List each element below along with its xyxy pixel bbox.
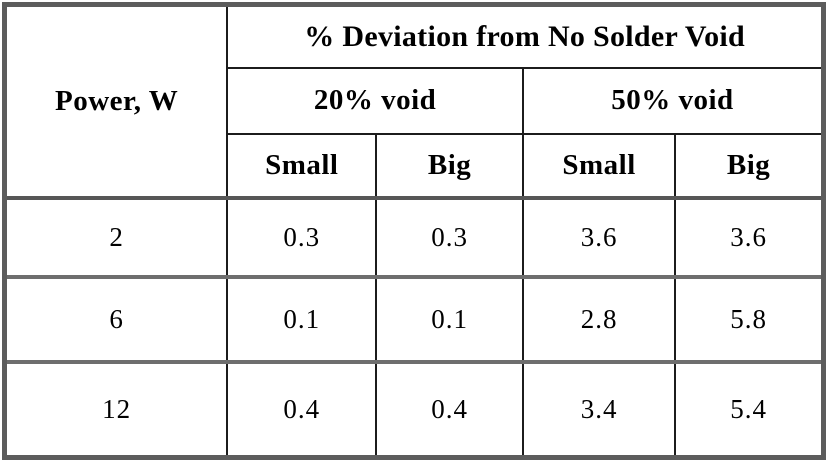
void-20-group-header: 20% void: [226, 67, 524, 135]
sub-header-small-50: Small: [521, 132, 677, 200]
solder-void-deviation-table: Power, W % Deviation from No Solder Void…: [2, 2, 826, 460]
header-row-2: 20% void 50% void: [5, 67, 825, 135]
header-row-1: Power, W % Deviation from No Solder Void: [3, 3, 825, 200]
power-column-header: Power, W: [3, 3, 229, 200]
table-row: 6 0.1 0.1 2.8 5.8: [3, 275, 825, 365]
cell-20-big-row2: 0.1: [375, 275, 524, 365]
cell-50-small-row2: 2.8: [521, 275, 677, 365]
sub-header-small-20: Small: [226, 132, 378, 200]
cell-power-row1: 2: [3, 196, 229, 280]
cell-50-big-row3: 5.4: [674, 360, 825, 460]
table-row: 12 0.4 0.4 3.4 5.4: [3, 360, 825, 460]
cell-50-small-row3: 3.4: [521, 360, 677, 460]
sub-header-big-20: Big: [375, 132, 524, 200]
cell-50-small-row1: 3.6: [521, 196, 677, 280]
cell-20-small-row1: 0.3: [226, 196, 378, 280]
cell-power-row2: 6: [3, 275, 229, 365]
cell-power-row3: 12: [3, 360, 229, 460]
cell-20-big-row1: 0.3: [375, 196, 524, 280]
cell-50-big-row2: 5.8: [674, 275, 825, 365]
deviation-group-header: % Deviation from No Solder Void: [226, 3, 825, 70]
cell-20-big-row3: 0.4: [375, 360, 524, 460]
void-50-group-header: 50% void: [521, 67, 825, 135]
sub-header-big-50: Big: [674, 132, 825, 200]
cell-20-small-row2: 0.1: [226, 275, 378, 365]
header-row-3: Small Big Small Big: [5, 132, 825, 200]
cell-50-big-row1: 3.6: [674, 196, 825, 280]
table-row: 2 0.3 0.3 3.6 3.6: [3, 196, 825, 280]
cell-20-small-row3: 0.4: [226, 360, 378, 460]
